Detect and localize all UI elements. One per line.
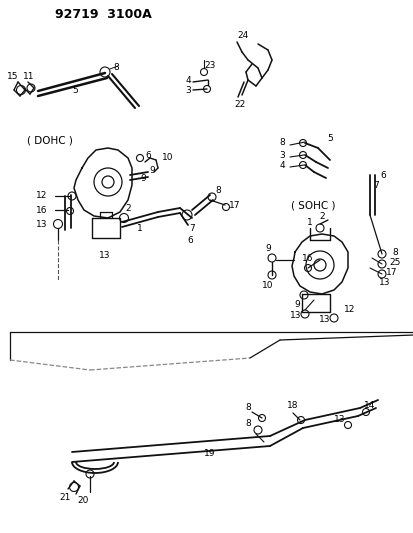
Text: 1: 1	[137, 223, 142, 232]
Text: 22: 22	[234, 100, 245, 109]
Text: 13: 13	[333, 416, 345, 424]
Text: 10: 10	[261, 280, 273, 289]
Text: 7: 7	[372, 181, 378, 190]
Text: 20: 20	[77, 497, 88, 505]
Text: 23: 23	[204, 61, 215, 69]
Text: 6: 6	[379, 171, 385, 180]
Text: 17: 17	[229, 200, 240, 209]
Text: 8: 8	[215, 185, 221, 195]
Text: 17: 17	[385, 268, 397, 277]
Text: 6: 6	[145, 150, 150, 159]
Text: 5: 5	[72, 85, 78, 94]
Text: 9: 9	[293, 300, 299, 309]
Text: 9: 9	[140, 174, 145, 182]
Text: 16: 16	[301, 254, 313, 262]
Text: 3: 3	[278, 150, 284, 159]
Text: 10: 10	[162, 152, 173, 161]
Text: 4: 4	[185, 76, 190, 85]
Text: 2: 2	[318, 212, 324, 221]
Text: 9: 9	[264, 244, 270, 253]
Text: 8: 8	[244, 418, 250, 427]
Text: 13: 13	[318, 316, 330, 325]
Text: 16: 16	[36, 206, 47, 214]
Text: 6: 6	[187, 236, 192, 245]
Text: 19: 19	[204, 448, 215, 457]
Text: ( SOHC ): ( SOHC )	[290, 200, 335, 210]
Text: 12: 12	[36, 190, 47, 199]
Text: 8: 8	[244, 403, 250, 413]
Text: 25: 25	[388, 257, 400, 266]
Text: 5: 5	[326, 133, 332, 142]
Text: 8: 8	[391, 247, 397, 256]
Text: 2: 2	[125, 204, 131, 213]
Text: 1: 1	[306, 217, 312, 227]
Text: 8: 8	[113, 62, 119, 71]
Text: 12: 12	[344, 305, 355, 314]
Text: 13: 13	[36, 220, 47, 229]
Text: 24: 24	[237, 30, 248, 39]
Text: 3: 3	[185, 85, 190, 94]
Text: 13: 13	[378, 278, 390, 287]
Text: 13: 13	[99, 251, 111, 260]
Text: 11: 11	[23, 71, 35, 80]
Text: ( DOHC ): ( DOHC )	[27, 135, 73, 145]
Text: 21: 21	[59, 494, 71, 503]
Text: 14: 14	[363, 400, 375, 409]
Text: 8: 8	[278, 138, 284, 147]
Text: 18: 18	[287, 401, 298, 410]
Text: 92719  3100A: 92719 3100A	[55, 7, 152, 20]
Text: 15: 15	[7, 71, 19, 80]
Text: 13: 13	[290, 311, 301, 319]
Text: 7: 7	[189, 223, 195, 232]
Text: 4: 4	[278, 160, 284, 169]
Text: 9: 9	[149, 166, 154, 174]
